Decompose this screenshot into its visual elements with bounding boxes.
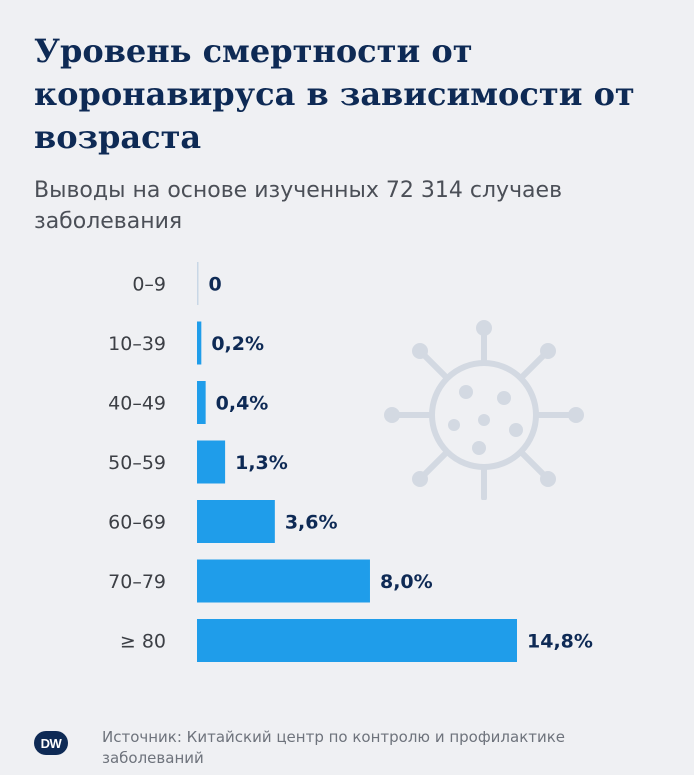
value-label: 0 bbox=[209, 274, 222, 296]
value-label: 3,6% bbox=[285, 512, 338, 534]
value-label: 8,0% bbox=[380, 571, 433, 593]
page-subtitle: Выводы на основе изученных 72 314 случае… bbox=[34, 178, 563, 234]
value-label: 0,2% bbox=[211, 333, 264, 355]
footer: DW Источник: Китайский центр по контролю… bbox=[34, 725, 674, 770]
category-label: 50–59 bbox=[108, 452, 166, 474]
category-label: 10–39 bbox=[108, 333, 166, 355]
bar bbox=[197, 381, 206, 424]
category-label: 40–49 bbox=[108, 393, 166, 415]
bar bbox=[197, 500, 275, 543]
category-label: ≥ 80 bbox=[120, 631, 166, 653]
value-label: 0,4% bbox=[216, 393, 269, 415]
bar bbox=[197, 440, 226, 484]
dw-logo: DW bbox=[34, 731, 68, 755]
value-label: 1,3% bbox=[235, 452, 288, 474]
category-label: 70–79 bbox=[108, 571, 166, 593]
bar bbox=[197, 321, 202, 365]
category-label: 0–9 bbox=[132, 274, 166, 296]
bar bbox=[197, 619, 517, 662]
bar bbox=[197, 262, 199, 305]
value-label: 14,8% bbox=[527, 631, 593, 653]
page-title: Уровень смертности от коронавируса в зав… bbox=[34, 32, 635, 156]
bar bbox=[197, 559, 370, 603]
virus-icon bbox=[384, 320, 584, 500]
category-label: 60–69 bbox=[108, 512, 166, 534]
bar-chart: 0–9 0 10–39 0,2% 40–49 0,4% 50–59 1,3% 60–69 3,6%… bbox=[108, 262, 593, 662]
source-note: Источник: Китайский центр по контролю и … bbox=[102, 728, 566, 767]
